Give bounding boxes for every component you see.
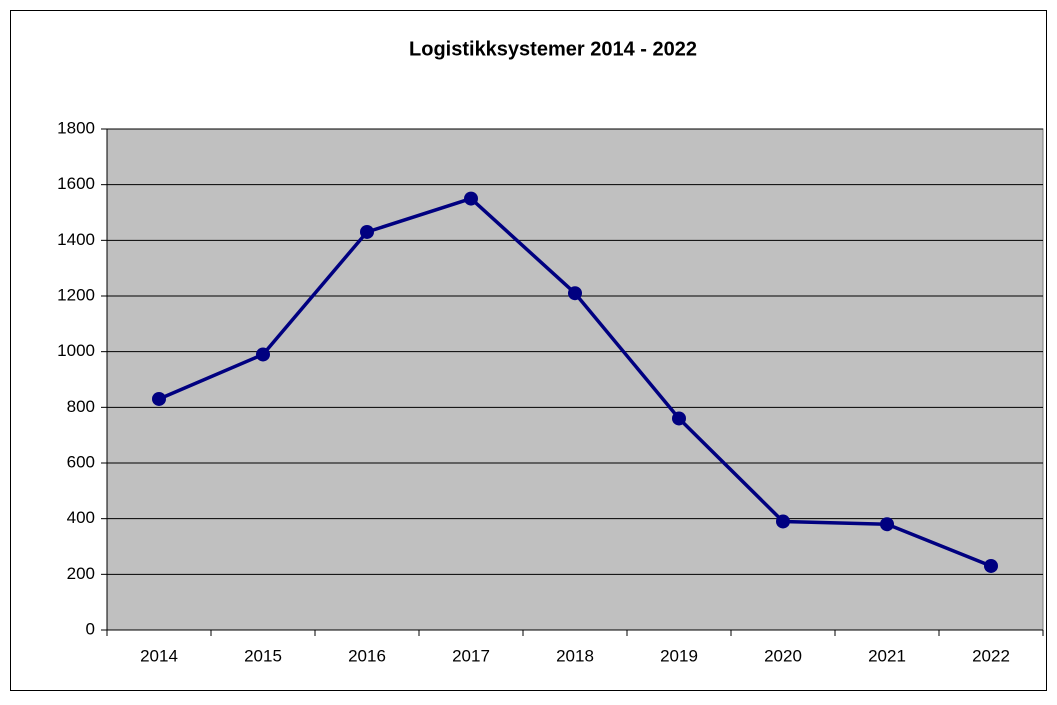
x-tick-label: 2014 bbox=[140, 646, 178, 665]
data-point bbox=[984, 558, 998, 573]
x-tick-label: 2022 bbox=[972, 646, 1010, 665]
y-tick-label: 1600 bbox=[57, 174, 95, 193]
data-point bbox=[776, 514, 790, 529]
y-tick-label: 1200 bbox=[57, 285, 95, 304]
x-tick-label: 2017 bbox=[452, 646, 490, 665]
data-point bbox=[152, 391, 166, 406]
y-tick-label: 0 bbox=[86, 619, 95, 638]
x-tick-label: 2015 bbox=[244, 646, 282, 665]
data-point bbox=[880, 517, 894, 532]
y-tick-label: 1800 bbox=[57, 118, 95, 137]
y-tick-label: 200 bbox=[67, 564, 95, 583]
y-tick-label: 400 bbox=[67, 508, 95, 527]
x-tick-label: 2020 bbox=[764, 646, 802, 665]
plot-area bbox=[106, 128, 1044, 631]
x-tick-label: 2021 bbox=[868, 646, 906, 665]
y-tick-label: 1000 bbox=[57, 341, 95, 360]
x-tick-label: 2018 bbox=[556, 646, 594, 665]
data-point bbox=[464, 191, 478, 206]
y-tick-label: 1400 bbox=[57, 230, 95, 249]
x-tick-label: 2016 bbox=[348, 646, 386, 665]
data-point bbox=[256, 347, 270, 362]
data-point bbox=[360, 224, 374, 239]
data-point bbox=[568, 286, 582, 301]
data-point bbox=[672, 411, 686, 426]
y-tick-label: 600 bbox=[67, 452, 95, 471]
y-tick-label: 800 bbox=[67, 397, 95, 416]
x-tick-label: 2019 bbox=[660, 646, 698, 665]
chart-title: Logistikksystemer 2014 - 2022 bbox=[409, 38, 697, 60]
